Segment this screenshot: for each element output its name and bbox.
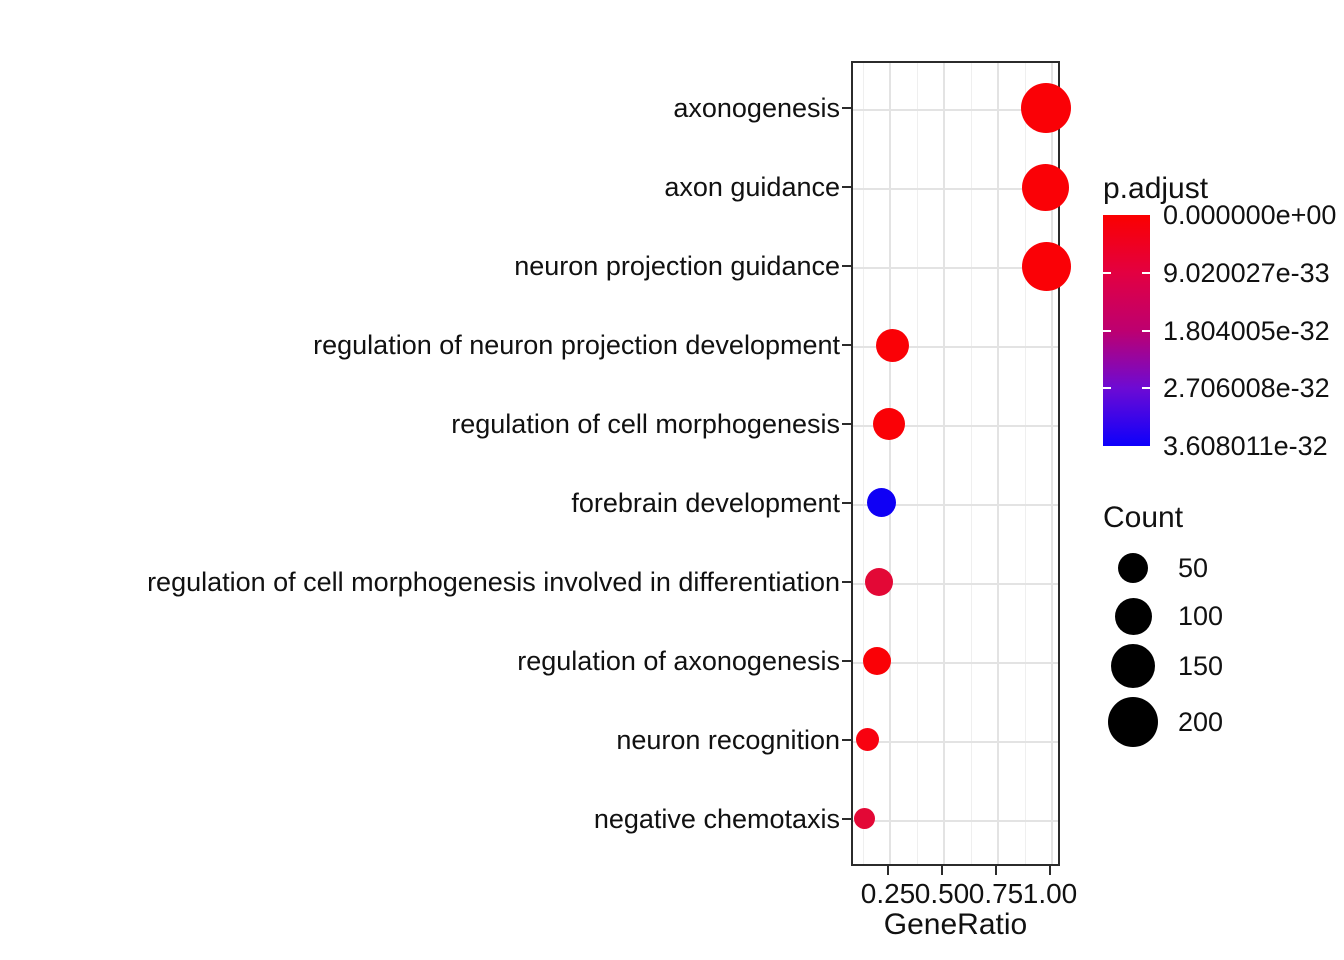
gridline-horizontal-major bbox=[853, 740, 1058, 743]
data-point-dot bbox=[1022, 163, 1070, 211]
gridline-vertical-major bbox=[997, 63, 999, 864]
y-axis-tick bbox=[842, 659, 851, 662]
y-axis-category-label: negative chemotaxis bbox=[593, 803, 840, 834]
x-axis-tick bbox=[887, 866, 889, 875]
colorbar-tick-right bbox=[1142, 271, 1150, 274]
y-axis-tick bbox=[842, 186, 851, 189]
gridline-horizontal-major bbox=[853, 109, 1058, 112]
gridline-horizontal-major bbox=[853, 819, 1058, 822]
x-axis-tick-label: 1.00 bbox=[1022, 878, 1078, 909]
size-legend-circle bbox=[1118, 553, 1148, 583]
data-point-dot bbox=[853, 808, 875, 830]
gridline-horizontal-major bbox=[853, 582, 1058, 585]
y-axis-tick bbox=[842, 580, 851, 583]
data-point-dot bbox=[865, 567, 894, 596]
y-axis-category-label: axon guidance bbox=[664, 172, 840, 203]
gridline-vertical-minor bbox=[863, 63, 864, 864]
data-point-dot bbox=[1022, 241, 1072, 291]
size-legend-value-label: 100 bbox=[1178, 601, 1224, 631]
size-legend-title: Count bbox=[1103, 501, 1184, 534]
color-legend-value-label: 1.804005e-32 bbox=[1163, 315, 1330, 346]
color-legend-value-label: 2.706008e-32 bbox=[1163, 373, 1330, 404]
y-axis-category-label: neuron projection guidance bbox=[514, 251, 840, 282]
size-legend-circle bbox=[1111, 644, 1155, 688]
data-point-dot bbox=[873, 408, 906, 441]
colorbar-tick-left bbox=[1103, 329, 1111, 332]
gridline-vertical-major bbox=[943, 63, 945, 864]
data-point-dot bbox=[1020, 83, 1071, 134]
x-axis-tick-label: 0.25 bbox=[860, 878, 916, 909]
gridline-horizontal-major bbox=[853, 425, 1058, 428]
y-axis-category-label: regulation of cell morphogenesis involve… bbox=[147, 566, 840, 597]
color-legend-value-label: 3.608011e-32 bbox=[1163, 431, 1328, 461]
data-point-dot bbox=[856, 728, 880, 752]
y-axis-category-label: regulation of neuron projection developm… bbox=[313, 330, 840, 361]
y-axis-category-label: neuron recognition bbox=[616, 724, 840, 755]
x-axis-tick-label: 0.75 bbox=[968, 878, 1024, 909]
gridline-vertical-minor bbox=[917, 63, 918, 864]
size-legend-value-label: 150 bbox=[1178, 651, 1224, 681]
color-legend-title: p.adjust bbox=[1103, 172, 1209, 205]
y-axis-category-label: axonogenesis bbox=[673, 93, 840, 124]
y-axis-tick bbox=[842, 107, 851, 110]
y-axis-tick bbox=[842, 344, 851, 347]
data-point-dot bbox=[867, 488, 897, 518]
x-axis-tick bbox=[941, 866, 943, 875]
gridline-vertical-minor bbox=[1025, 63, 1026, 864]
gridline-horizontal-major bbox=[853, 188, 1058, 191]
y-axis-tick bbox=[842, 265, 851, 268]
size-legend-value-label: 200 bbox=[1178, 707, 1224, 737]
colorbar-tick-left bbox=[1103, 387, 1111, 390]
color-legend-value-label: 9.020027e-33 bbox=[1163, 257, 1330, 288]
gridline-vertical-major bbox=[1051, 63, 1053, 864]
size-legend-value-label: 50 bbox=[1178, 553, 1209, 583]
gridline-horizontal-major bbox=[853, 267, 1058, 270]
color-legend-value-label: 0.000000e+00 bbox=[1163, 200, 1337, 230]
y-axis-tick bbox=[842, 738, 851, 741]
x-axis-title: GeneRatio bbox=[883, 908, 1028, 941]
gridline-vertical-major bbox=[889, 63, 891, 864]
gridline-horizontal-major bbox=[853, 661, 1058, 664]
y-axis-category-label: regulation of cell morphogenesis bbox=[451, 409, 840, 440]
colorbar-tick-left bbox=[1103, 271, 1111, 274]
y-axis-tick bbox=[842, 501, 851, 504]
y-axis-tick bbox=[842, 817, 851, 820]
y-axis-category-label: forebrain development bbox=[571, 487, 840, 518]
colorbar-tick-right bbox=[1142, 387, 1150, 390]
size-legend-circle bbox=[1108, 697, 1158, 747]
x-axis-tick bbox=[995, 866, 997, 875]
x-axis-tick-label: 0.50 bbox=[914, 878, 970, 909]
gridline-vertical-minor bbox=[971, 63, 972, 864]
y-axis-tick bbox=[842, 423, 851, 426]
colorbar-tick-right bbox=[1142, 329, 1150, 332]
size-legend-circle bbox=[1114, 597, 1152, 635]
x-axis-tick bbox=[1049, 866, 1051, 875]
data-point-dot bbox=[875, 328, 909, 362]
gridline-horizontal-major bbox=[853, 346, 1058, 349]
y-axis-category-label: regulation of axonogenesis bbox=[517, 645, 840, 676]
gridline-horizontal-major bbox=[853, 503, 1058, 506]
data-point-dot bbox=[863, 646, 892, 675]
